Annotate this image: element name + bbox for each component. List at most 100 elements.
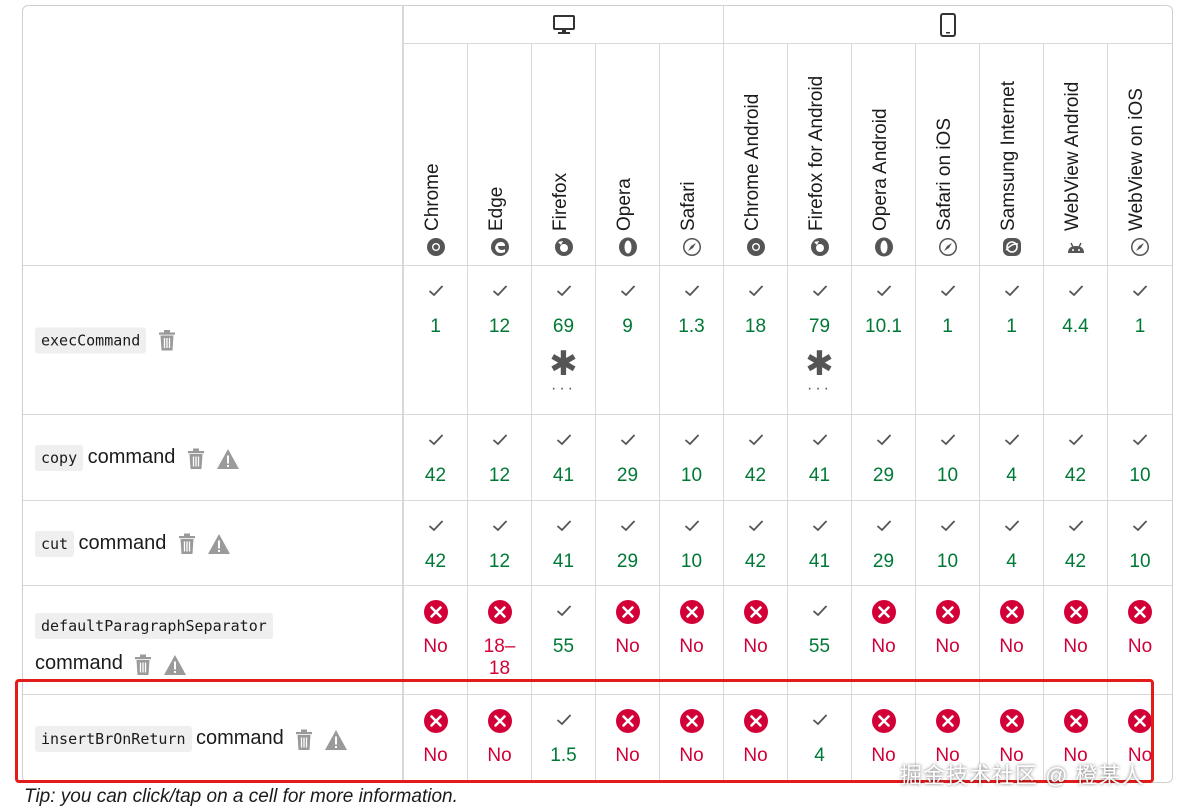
support-cell[interactable]: 12 — [467, 501, 531, 586]
support-cell[interactable]: 18 — [723, 266, 787, 415]
check-icon — [1068, 520, 1083, 532]
support-cell[interactable]: 41 — [531, 415, 595, 501]
support-cell[interactable]: 4 — [979, 501, 1043, 586]
check-icon — [556, 434, 571, 446]
support-cell[interactable]: 10 — [1107, 415, 1172, 501]
check-icon — [1132, 434, 1148, 446]
check-icon — [428, 285, 443, 297]
support-cell[interactable]: 10 — [1107, 501, 1172, 586]
browser-header-firefox-for-android: Firefox for Android — [787, 44, 851, 265]
support-cell[interactable]: No — [595, 586, 659, 695]
version-label: 10 — [680, 465, 703, 486]
support-cell[interactable]: 10 — [659, 415, 723, 501]
support-cell[interactable]: 29 — [851, 501, 915, 586]
support-cell[interactable]: 41 — [531, 501, 595, 586]
support-cell[interactable]: 10 — [915, 501, 979, 586]
feature-code[interactable]: defaultParagraphSeparator — [35, 613, 273, 639]
feature-code[interactable]: execCommand — [35, 327, 147, 353]
version-label: No — [615, 636, 640, 657]
opera-icon — [874, 237, 893, 257]
platform-desktop — [403, 6, 723, 44]
support-cell[interactable]: No — [1107, 695, 1172, 782]
cross-icon — [1063, 709, 1088, 733]
feature-suffix: command — [87, 446, 176, 468]
support-cell[interactable]: 69 ✱ ··· — [531, 266, 595, 415]
watermark: 掘金技术社区 @ 橙某人 — [900, 763, 1145, 788]
support-cell[interactable]: 42 — [1043, 415, 1107, 501]
support-cell[interactable]: 4.4 — [1043, 266, 1107, 415]
support-cell[interactable]: 12 — [467, 266, 531, 415]
feature-code[interactable]: insertBrOnReturn — [35, 726, 192, 752]
support-cell[interactable]: 42 — [723, 501, 787, 586]
support-cell[interactable]: 42 — [403, 415, 467, 501]
browser-header-chrome-android: Chrome Android — [723, 44, 787, 265]
support-cell[interactable]: 79 ✱ ··· — [787, 266, 851, 415]
support-cell[interactable]: 1 — [915, 266, 979, 415]
check-icon — [684, 434, 699, 446]
support-cell[interactable]: 29 — [851, 415, 915, 501]
support-cell[interactable]: 29 — [595, 501, 659, 586]
support-cell[interactable]: 29 — [595, 415, 659, 501]
firefox-icon — [554, 238, 573, 256]
support-cell[interactable]: No — [467, 695, 531, 782]
support-cell[interactable]: 1 — [979, 266, 1043, 415]
support-cell[interactable]: 1.3 — [659, 266, 723, 415]
table-header: Chrome Edge Firefox Opera Safari Chrome Andro… — [23, 6, 1172, 265]
support-cell[interactable]: No — [659, 586, 723, 695]
version-label: 41 — [552, 465, 575, 486]
support-cell[interactable]: No — [979, 586, 1043, 695]
support-cell[interactable]: No — [979, 695, 1043, 782]
support-cell[interactable]: 42 — [723, 415, 787, 501]
version-label: 4 — [1006, 551, 1017, 572]
browser-header-safari: Safari — [659, 44, 723, 265]
support-cell[interactable]: No — [723, 695, 787, 782]
support-cell[interactable]: No — [403, 586, 467, 695]
support-cell[interactable]: No — [595, 695, 659, 782]
check-icon — [556, 285, 571, 297]
support-cell[interactable]: 12 — [467, 415, 531, 501]
version-label: 55 — [808, 636, 831, 657]
support-cell[interactable]: No — [915, 586, 979, 695]
version-label: 1 — [942, 316, 953, 337]
chrome-icon — [746, 238, 765, 256]
browser-name: Firefox for Android — [806, 75, 827, 231]
feature-code[interactable]: copy — [35, 445, 84, 471]
support-cell[interactable]: 55 — [531, 586, 595, 695]
support-cell[interactable]: No — [1043, 695, 1107, 782]
support-cell[interactable]: 41 — [787, 415, 851, 501]
support-cell[interactable]: 42 — [1043, 501, 1107, 586]
version-label: 4.4 — [1062, 316, 1089, 337]
support-cell[interactable]: 1.5 — [531, 695, 595, 782]
support-cell[interactable]: No — [403, 695, 467, 782]
support-cell[interactable]: No — [723, 586, 787, 695]
opera-icon — [618, 237, 637, 257]
cross-icon — [935, 709, 960, 733]
support-cell[interactable]: 10 — [915, 415, 979, 501]
support-cell[interactable]: 4 — [787, 695, 851, 782]
warning-icon — [207, 534, 230, 555]
support-cell[interactable]: No — [915, 695, 979, 782]
support-cell[interactable]: 1 — [1107, 266, 1172, 415]
support-cell[interactable]: No — [851, 695, 915, 782]
support-cell[interactable]: 55 — [787, 586, 851, 695]
support-cell[interactable]: 18–18 — [467, 586, 531, 695]
version-label: No — [1063, 636, 1088, 657]
support-cell[interactable]: 4 — [979, 415, 1043, 501]
support-cell[interactable]: No — [1043, 586, 1107, 695]
support-cell[interactable]: No — [659, 695, 723, 782]
support-cell[interactable]: 10.1 — [851, 266, 915, 415]
table-row: defaultParagraphSeparator command No 18–18… — [23, 585, 1172, 695]
support-cell[interactable]: 10 — [659, 501, 723, 586]
cross-icon — [487, 709, 512, 733]
support-cell[interactable]: No — [1107, 586, 1172, 695]
version-label: No — [743, 636, 768, 657]
warning-icon — [325, 729, 348, 750]
header-corner — [23, 6, 403, 265]
support-cell[interactable]: No — [851, 586, 915, 695]
support-cell[interactable]: 42 — [403, 501, 467, 586]
cross-icon — [679, 709, 704, 733]
support-cell[interactable]: 1 — [403, 266, 467, 415]
support-cell[interactable]: 41 — [787, 501, 851, 586]
support-cell[interactable]: 9 — [595, 266, 659, 415]
feature-code[interactable]: cut — [35, 530, 75, 557]
